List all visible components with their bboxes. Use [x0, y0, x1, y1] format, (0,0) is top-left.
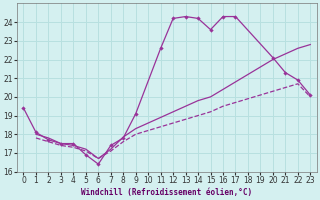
X-axis label: Windchill (Refroidissement éolien,°C): Windchill (Refroidissement éolien,°C): [81, 188, 252, 197]
